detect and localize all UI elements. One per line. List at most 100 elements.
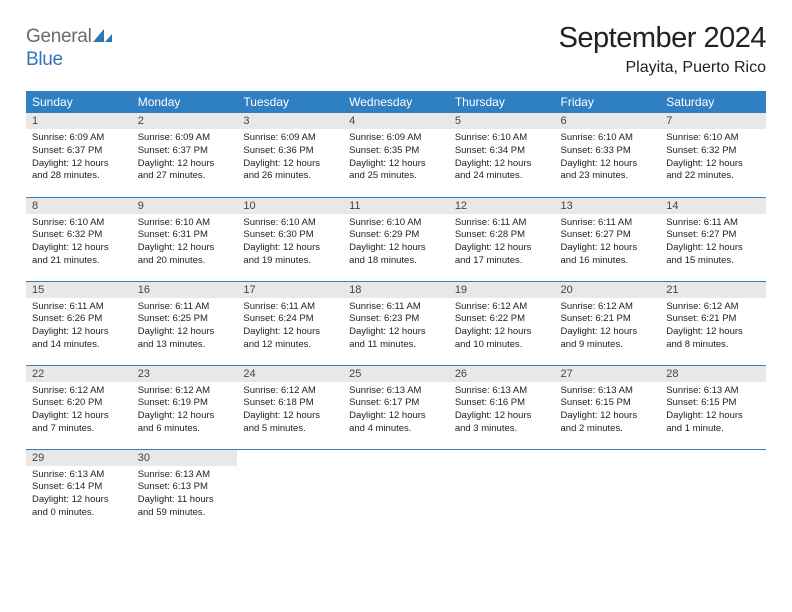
day-details: Sunrise: 6:12 AMSunset: 6:22 PMDaylight:… — [449, 298, 555, 358]
day-details: Sunrise: 6:10 AMSunset: 6:34 PMDaylight:… — [449, 129, 555, 189]
weekday-header: Friday — [555, 91, 661, 113]
day-number: 14 — [660, 198, 766, 214]
calendar-row: 1Sunrise: 6:09 AMSunset: 6:37 PMDaylight… — [26, 113, 766, 197]
day-number: 24 — [237, 366, 343, 382]
day-number: 30 — [132, 450, 238, 466]
day-number: 9 — [132, 198, 238, 214]
day-number: 7 — [660, 113, 766, 129]
weekday-header-row: SundayMondayTuesdayWednesdayThursdayFrid… — [26, 91, 766, 113]
day-details: Sunrise: 6:12 AMSunset: 6:19 PMDaylight:… — [132, 382, 238, 442]
calendar-cell: 14Sunrise: 6:11 AMSunset: 6:27 PMDayligh… — [660, 197, 766, 281]
calendar-cell: 10Sunrise: 6:10 AMSunset: 6:30 PMDayligh… — [237, 197, 343, 281]
day-number: 23 — [132, 366, 238, 382]
day-number: 18 — [343, 282, 449, 298]
calendar-cell: 25Sunrise: 6:13 AMSunset: 6:17 PMDayligh… — [343, 365, 449, 449]
month-title: September 2024 — [559, 22, 766, 55]
day-number: 25 — [343, 366, 449, 382]
title-block: September 2024 Playita, Puerto Rico — [559, 22, 766, 77]
calendar-cell: 26Sunrise: 6:13 AMSunset: 6:16 PMDayligh… — [449, 365, 555, 449]
calendar-cell: 30Sunrise: 6:13 AMSunset: 6:13 PMDayligh… — [132, 449, 238, 533]
calendar-cell: 27Sunrise: 6:13 AMSunset: 6:15 PMDayligh… — [555, 365, 661, 449]
logo: General Blue — [26, 22, 113, 71]
day-details: Sunrise: 6:13 AMSunset: 6:14 PMDaylight:… — [26, 466, 132, 526]
header: General Blue September 2024 Playita, Pue… — [26, 22, 766, 77]
day-number: 12 — [449, 198, 555, 214]
calendar-body: 1Sunrise: 6:09 AMSunset: 6:37 PMDaylight… — [26, 113, 766, 533]
day-details: Sunrise: 6:10 AMSunset: 6:31 PMDaylight:… — [132, 214, 238, 274]
calendar-cell: 6Sunrise: 6:10 AMSunset: 6:33 PMDaylight… — [555, 113, 661, 197]
day-number: 8 — [26, 198, 132, 214]
day-number: 26 — [449, 366, 555, 382]
logo-word-1: General — [26, 26, 92, 47]
calendar-cell-empty — [660, 449, 766, 533]
day-details: Sunrise: 6:11 AMSunset: 6:23 PMDaylight:… — [343, 298, 449, 358]
calendar-cell: 23Sunrise: 6:12 AMSunset: 6:19 PMDayligh… — [132, 365, 238, 449]
day-details: Sunrise: 6:10 AMSunset: 6:32 PMDaylight:… — [660, 129, 766, 189]
calendar-cell: 24Sunrise: 6:12 AMSunset: 6:18 PMDayligh… — [237, 365, 343, 449]
day-number: 6 — [555, 113, 661, 129]
calendar-cell: 2Sunrise: 6:09 AMSunset: 6:37 PMDaylight… — [132, 113, 238, 197]
day-details: Sunrise: 6:09 AMSunset: 6:36 PMDaylight:… — [237, 129, 343, 189]
calendar-cell: 11Sunrise: 6:10 AMSunset: 6:29 PMDayligh… — [343, 197, 449, 281]
logo-word-2: Blue — [26, 49, 63, 70]
day-details: Sunrise: 6:13 AMSunset: 6:17 PMDaylight:… — [343, 382, 449, 442]
day-number: 13 — [555, 198, 661, 214]
weekday-header: Wednesday — [343, 91, 449, 113]
day-number: 2 — [132, 113, 238, 129]
calendar-cell-empty — [449, 449, 555, 533]
weekday-header: Tuesday — [237, 91, 343, 113]
day-number: 3 — [237, 113, 343, 129]
calendar-cell: 17Sunrise: 6:11 AMSunset: 6:24 PMDayligh… — [237, 281, 343, 365]
calendar-cell: 29Sunrise: 6:13 AMSunset: 6:14 PMDayligh… — [26, 449, 132, 533]
logo-text: General Blue — [26, 26, 113, 71]
day-number: 17 — [237, 282, 343, 298]
day-details: Sunrise: 6:11 AMSunset: 6:25 PMDaylight:… — [132, 298, 238, 358]
calendar-row: 29Sunrise: 6:13 AMSunset: 6:14 PMDayligh… — [26, 449, 766, 533]
day-details: Sunrise: 6:13 AMSunset: 6:13 PMDaylight:… — [132, 466, 238, 526]
calendar-cell: 3Sunrise: 6:09 AMSunset: 6:36 PMDaylight… — [237, 113, 343, 197]
day-details: Sunrise: 6:10 AMSunset: 6:33 PMDaylight:… — [555, 129, 661, 189]
calendar-cell-empty — [555, 449, 661, 533]
weekday-header: Monday — [132, 91, 238, 113]
day-number: 19 — [449, 282, 555, 298]
day-details: Sunrise: 6:09 AMSunset: 6:37 PMDaylight:… — [26, 129, 132, 189]
calendar-cell: 5Sunrise: 6:10 AMSunset: 6:34 PMDaylight… — [449, 113, 555, 197]
calendar-cell: 19Sunrise: 6:12 AMSunset: 6:22 PMDayligh… — [449, 281, 555, 365]
calendar-table: SundayMondayTuesdayWednesdayThursdayFrid… — [26, 91, 766, 533]
day-details: Sunrise: 6:13 AMSunset: 6:15 PMDaylight:… — [660, 382, 766, 442]
weekday-header: Thursday — [449, 91, 555, 113]
day-number: 21 — [660, 282, 766, 298]
calendar-cell: 16Sunrise: 6:11 AMSunset: 6:25 PMDayligh… — [132, 281, 238, 365]
day-details: Sunrise: 6:12 AMSunset: 6:20 PMDaylight:… — [26, 382, 132, 442]
calendar-cell: 4Sunrise: 6:09 AMSunset: 6:35 PMDaylight… — [343, 113, 449, 197]
logo-sail-icon — [93, 27, 113, 49]
day-number: 28 — [660, 366, 766, 382]
day-details: Sunrise: 6:11 AMSunset: 6:26 PMDaylight:… — [26, 298, 132, 358]
day-details: Sunrise: 6:11 AMSunset: 6:27 PMDaylight:… — [555, 214, 661, 274]
day-number: 22 — [26, 366, 132, 382]
calendar-cell: 7Sunrise: 6:10 AMSunset: 6:32 PMDaylight… — [660, 113, 766, 197]
weekday-header: Sunday — [26, 91, 132, 113]
day-number: 29 — [26, 450, 132, 466]
day-details: Sunrise: 6:12 AMSunset: 6:21 PMDaylight:… — [555, 298, 661, 358]
calendar-cell: 22Sunrise: 6:12 AMSunset: 6:20 PMDayligh… — [26, 365, 132, 449]
day-number: 1 — [26, 113, 132, 129]
calendar-cell: 18Sunrise: 6:11 AMSunset: 6:23 PMDayligh… — [343, 281, 449, 365]
day-number: 10 — [237, 198, 343, 214]
location: Playita, Puerto Rico — [559, 59, 766, 77]
calendar-cell: 15Sunrise: 6:11 AMSunset: 6:26 PMDayligh… — [26, 281, 132, 365]
day-number: 11 — [343, 198, 449, 214]
day-details: Sunrise: 6:10 AMSunset: 6:29 PMDaylight:… — [343, 214, 449, 274]
day-details: Sunrise: 6:10 AMSunset: 6:32 PMDaylight:… — [26, 214, 132, 274]
calendar-cell-empty — [343, 449, 449, 533]
day-number: 4 — [343, 113, 449, 129]
calendar-cell: 21Sunrise: 6:12 AMSunset: 6:21 PMDayligh… — [660, 281, 766, 365]
day-number: 16 — [132, 282, 238, 298]
calendar-cell: 20Sunrise: 6:12 AMSunset: 6:21 PMDayligh… — [555, 281, 661, 365]
day-details: Sunrise: 6:11 AMSunset: 6:27 PMDaylight:… — [660, 214, 766, 274]
day-details: Sunrise: 6:09 AMSunset: 6:37 PMDaylight:… — [132, 129, 238, 189]
calendar-row: 8Sunrise: 6:10 AMSunset: 6:32 PMDaylight… — [26, 197, 766, 281]
day-details: Sunrise: 6:11 AMSunset: 6:28 PMDaylight:… — [449, 214, 555, 274]
calendar-cell: 13Sunrise: 6:11 AMSunset: 6:27 PMDayligh… — [555, 197, 661, 281]
calendar-cell: 28Sunrise: 6:13 AMSunset: 6:15 PMDayligh… — [660, 365, 766, 449]
